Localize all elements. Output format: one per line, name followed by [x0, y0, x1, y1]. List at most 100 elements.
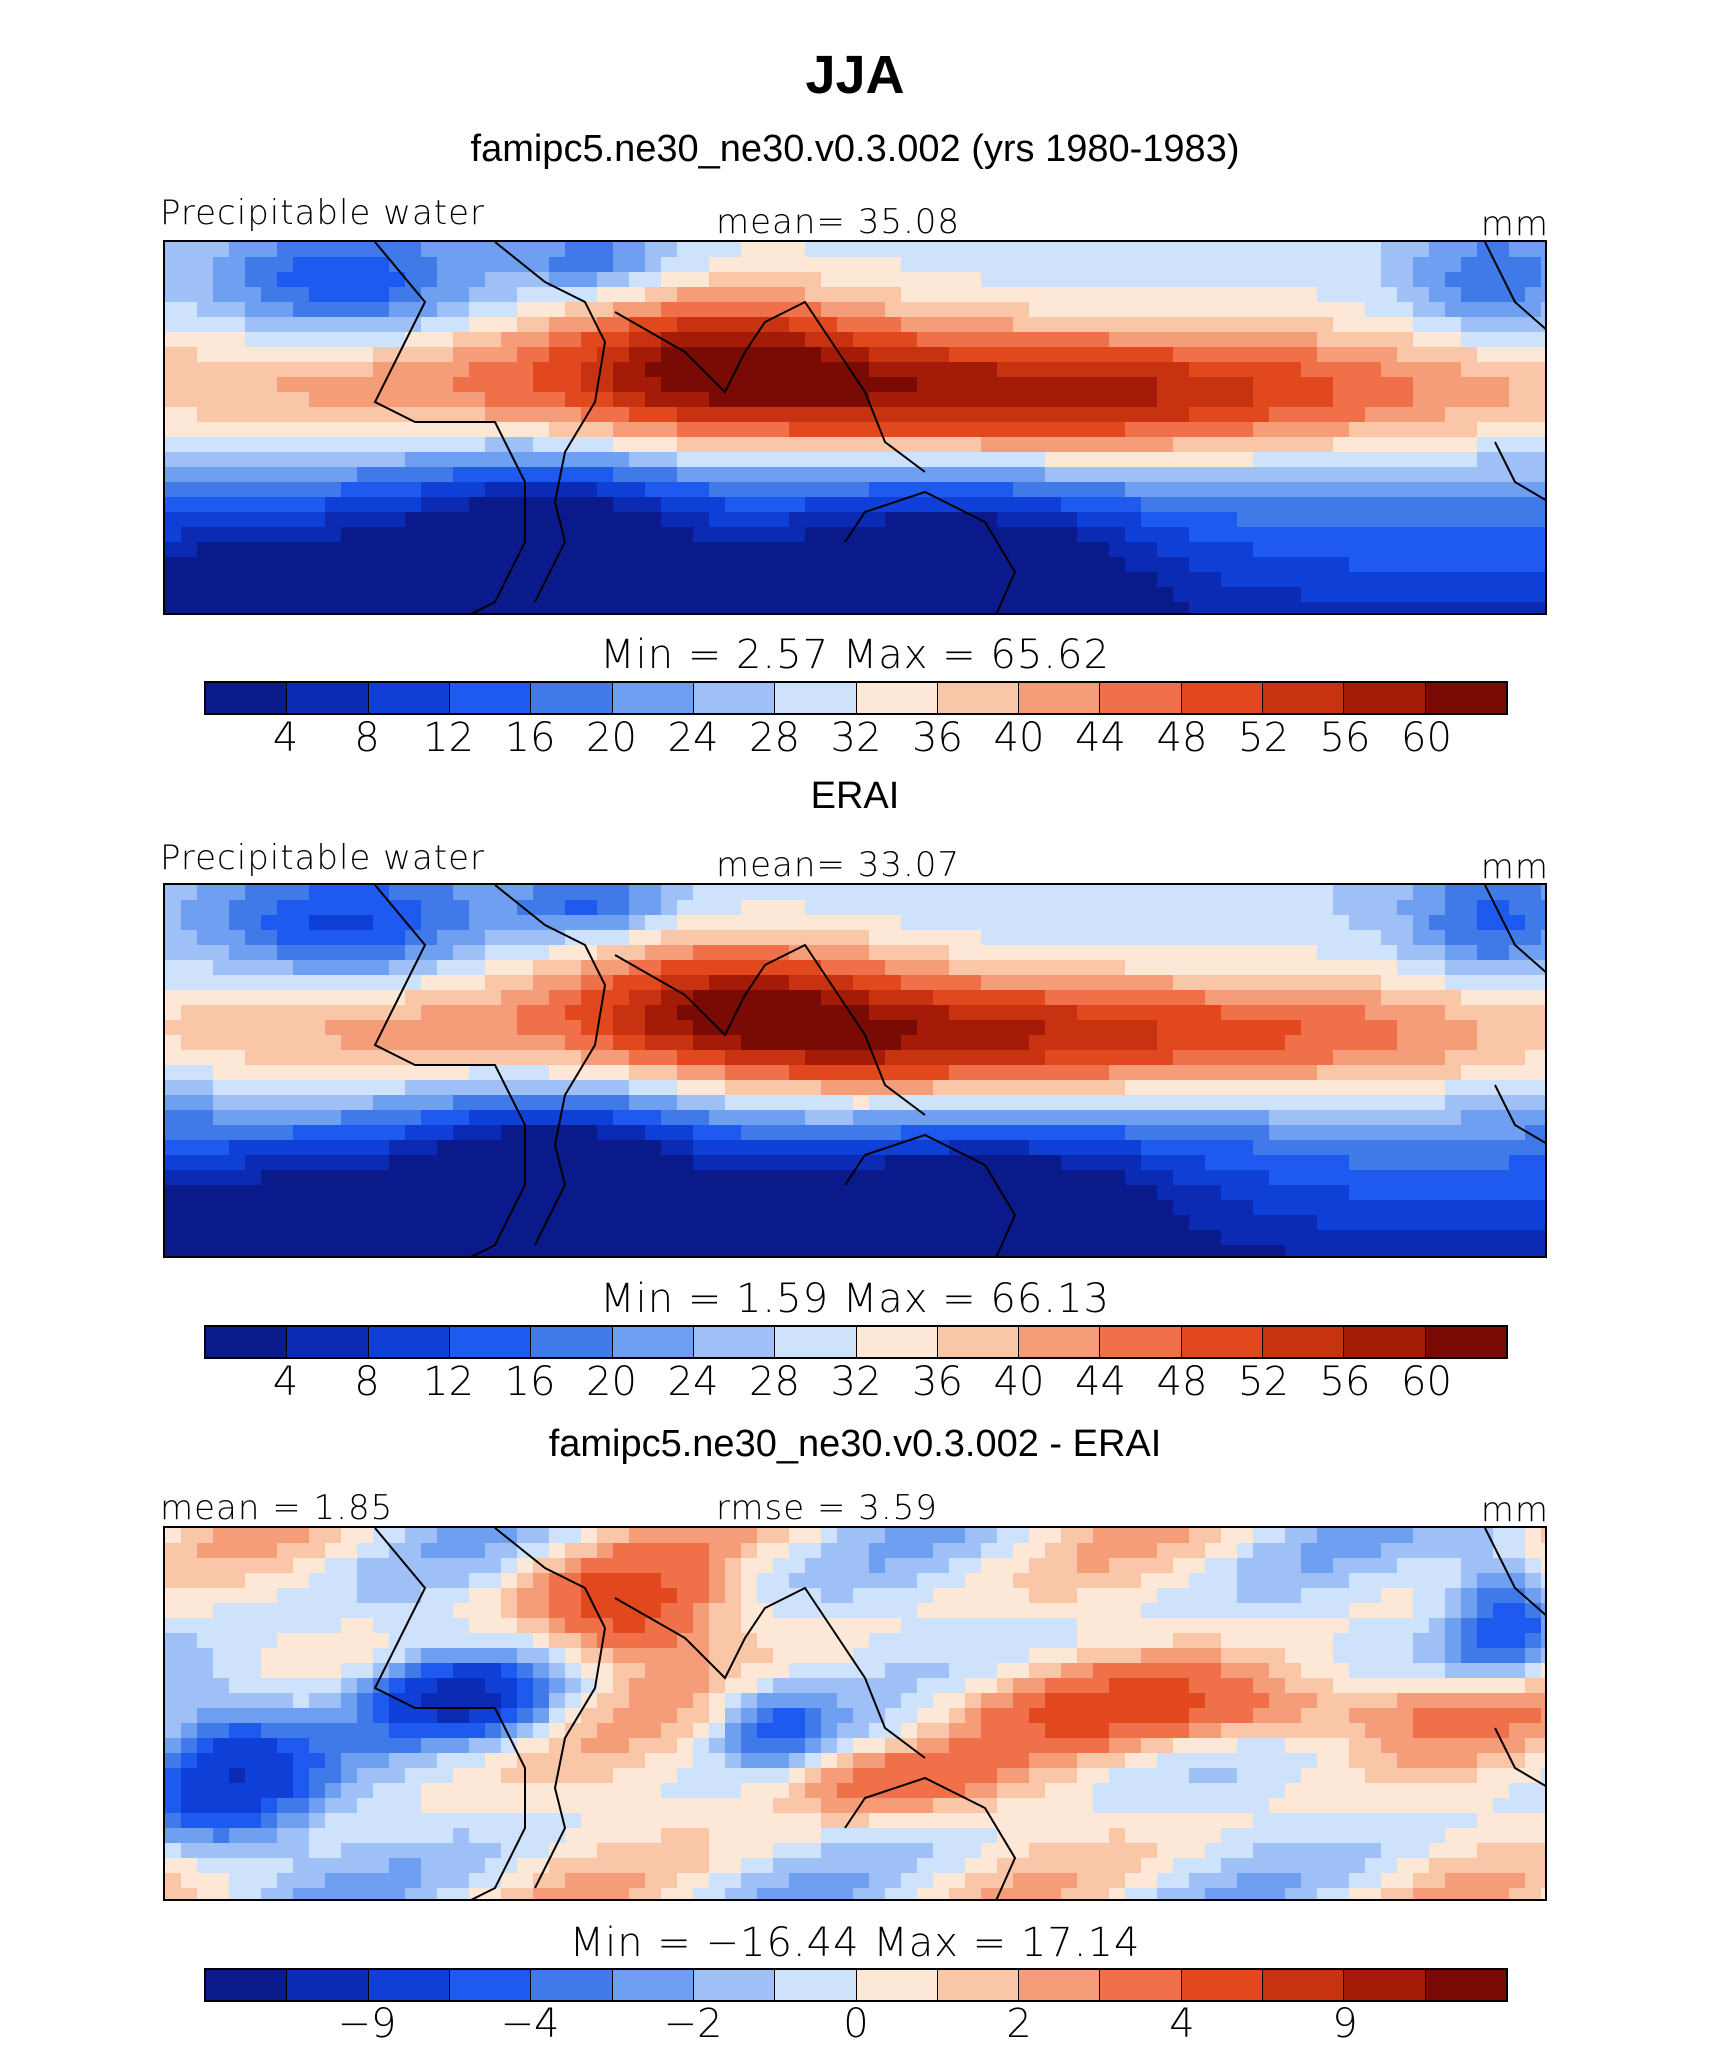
colorbar-tick-label: 24 [667, 715, 719, 761]
colorbar-cell [775, 1327, 857, 1357]
panel-1-units-label: mm [1480, 204, 1549, 244]
panel-2-colorbar-ticks: 4 8 12 16 20 24 28 32 36 40 44 48 52 56 60 [0, 1359, 1710, 1409]
colorbar-tick-label: −9 [337, 2001, 397, 2047]
colorbar-cell [531, 1327, 613, 1357]
colorbar-cell [856, 1327, 938, 1357]
panel-1-variable-label: Precipitable water [160, 193, 486, 233]
coastline [844, 1133, 1017, 1256]
panel-2-minmax: Min = 1.59 Max = 66.13 [600, 1276, 1110, 1322]
colorbar-cell [449, 683, 532, 713]
colorbar-tick-label: −2 [663, 2001, 723, 2047]
colorbar-cell [1019, 683, 1101, 713]
coastline [1484, 885, 1545, 973]
colorbar-tick-label: 32 [830, 715, 882, 761]
panel-2-map-canvas [165, 885, 1545, 1256]
panel-3-subtitle: famipc5.ne30_ne30.v0.3.002 - ERAI [548, 1423, 1162, 1465]
colorbar-tick-label: 40 [993, 715, 1045, 761]
colorbar-cell [287, 683, 369, 713]
colorbar-cell [368, 1970, 450, 2000]
panel-2-colorbar [204, 1325, 1508, 1359]
colorbar-cell [206, 1970, 288, 2000]
colorbar-cell [1019, 1970, 1101, 2000]
colorbar-cell [1344, 1970, 1426, 2000]
colorbar-tick-label: 20 [586, 715, 637, 761]
colorbar-cell [1019, 1327, 1101, 1357]
map-contour-fill [165, 1528, 1545, 1899]
colorbar-cell [1263, 1327, 1345, 1357]
colorbar-cell [531, 1970, 613, 2000]
coastline [373, 242, 526, 613]
panel-3-colorbar-ticks: −9 −4 −2 0 2 4 9 [0, 2001, 1710, 2048]
colorbar-cell [1100, 683, 1182, 713]
map-contour-fill [165, 242, 1545, 613]
colorbar-tick-label: 40 [993, 1359, 1045, 1405]
colorbar-cell [1344, 683, 1426, 713]
colorbar-cell [368, 1327, 450, 1357]
colorbar-cell [775, 683, 857, 713]
colorbar-tick-label: 28 [749, 1359, 800, 1405]
colorbar-cell [287, 1970, 369, 2000]
colorbar-tick-label: 48 [1156, 715, 1208, 761]
colorbar-cell [206, 1327, 288, 1357]
coastline [614, 300, 926, 473]
colorbar-tick-label: −4 [500, 2001, 560, 2047]
colorbar-tick-label: 44 [1075, 715, 1126, 761]
colorbar-tick-label: 12 [423, 715, 474, 761]
coastline [614, 943, 926, 1116]
colorbar-tick-label: 9 [1332, 2001, 1358, 2047]
colorbar-tick-label: 16 [504, 1359, 556, 1405]
colorbar-cell [693, 683, 776, 713]
colorbar-tick-label: 56 [1319, 1359, 1371, 1405]
colorbar-tick-label: 12 [423, 1359, 474, 1405]
colorbar-cell [856, 683, 938, 713]
colorbar-tick-label: 48 [1156, 1359, 1208, 1405]
colorbar-cell [287, 1327, 369, 1357]
coastline [494, 242, 607, 603]
coastline [1494, 1727, 1545, 1787]
coastline [373, 1528, 526, 1899]
coastline [614, 1586, 926, 1759]
panel-2-units-label: mm [1480, 847, 1549, 887]
panel-1-colorbar-ticks: 4 8 12 16 20 24 28 32 36 40 44 48 52 56 60 [0, 715, 1710, 765]
coastline [1484, 242, 1545, 330]
colorbar-cell [937, 1327, 1020, 1357]
colorbar-tick-label: 4 [272, 1359, 299, 1405]
coastline [1494, 441, 1545, 501]
panel-3-minmax: Min = −16.44 Max = 17.14 [569, 1920, 1141, 1966]
panel-3-map [163, 1526, 1547, 1901]
colorbar-tick-label: 28 [749, 715, 800, 761]
colorbar-tick-label: 20 [586, 1359, 637, 1405]
colorbar-tick-label: 2 [1006, 2001, 1032, 2047]
coastline [373, 885, 526, 1256]
colorbar-tick-label: 4 [272, 715, 299, 761]
panel-1-minmax: Min = 2.57 Max = 65.62 [600, 632, 1110, 678]
colorbar-tick-label: 44 [1075, 1359, 1126, 1405]
colorbar-tick-label: 52 [1238, 715, 1289, 761]
panel-2-mean-label: mean= 33.07 [716, 845, 961, 885]
colorbar-cell [937, 683, 1020, 713]
colorbar-tick-label: 0 [843, 2001, 869, 2047]
colorbar-tick-label: 4 [1169, 2001, 1195, 2047]
panel-3-rmse-label: rmse = 3.59 [716, 1488, 938, 1528]
panel-1-subtitle: famipc5.ne30_ne30.v0.3.002 (yrs 1980-198… [470, 128, 1240, 170]
colorbar-cell [1425, 1970, 1506, 2000]
colorbar-cell [775, 1970, 857, 2000]
panel-1-map [163, 240, 1547, 615]
coastline [1494, 1084, 1545, 1144]
colorbar-cell [693, 1970, 776, 2000]
colorbar-cell [1425, 683, 1506, 713]
colorbar-cell [368, 683, 450, 713]
colorbar-cell [1100, 1970, 1182, 2000]
coastline [844, 1776, 1017, 1899]
map-contour-fill [165, 885, 1545, 1256]
colorbar-cell [1344, 1327, 1426, 1357]
colorbar-cell [612, 1970, 694, 2000]
coastline [494, 1528, 607, 1889]
colorbar-tick-label: 16 [504, 715, 556, 761]
panel-3-map-canvas [165, 1528, 1545, 1899]
panel-3-colorbar [204, 1968, 1508, 2002]
colorbar-cell [693, 1327, 776, 1357]
colorbar-cell [612, 1327, 694, 1357]
colorbar-cell [612, 683, 694, 713]
colorbar-cell [1425, 1327, 1506, 1357]
